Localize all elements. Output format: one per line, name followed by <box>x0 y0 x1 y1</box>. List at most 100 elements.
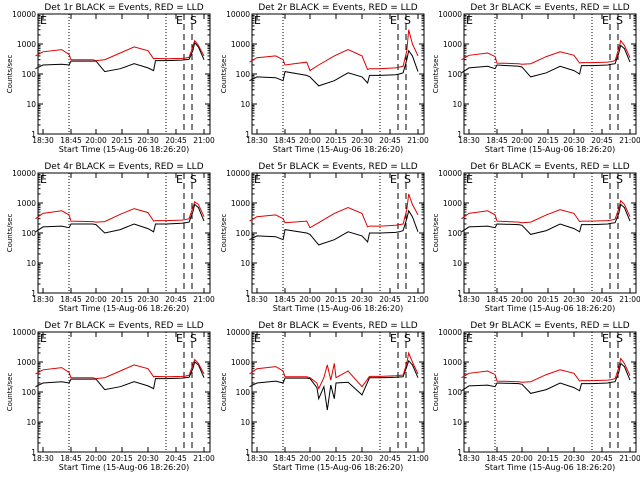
x-tick-label: 21:00 <box>407 136 429 145</box>
y-axis-label: Counts/sec <box>432 373 440 412</box>
x-tick-label: 20:00 <box>85 136 107 145</box>
x-tick-label: 20:30 <box>137 295 159 304</box>
event-marker-S: S <box>404 14 411 27</box>
events-series-line <box>249 49 419 87</box>
y-tick-label: 100 <box>236 388 251 397</box>
x-tick-label: 20:45 <box>591 295 613 304</box>
panel-title: Det 6r BLACK = Events, RED = LLD <box>470 162 629 172</box>
y-axis-label: Counts/sec <box>220 55 228 94</box>
x-axis-label: Start Time (15-Aug-06 18:26:20) <box>273 145 404 154</box>
x-tick-label: 18:30 <box>246 136 268 145</box>
panel-8: Det 8r BLACK = Events, RED = LLD 1 10 100 10… <box>220 321 429 472</box>
x-tick-label: 20:15 <box>537 454 559 463</box>
corner-marker: E <box>40 14 47 27</box>
x-axis-label: Start Time (15-Aug-06 18:26:20) <box>59 304 190 313</box>
x-tick-label: 18:45 <box>486 295 508 304</box>
event-marker-S: S <box>404 332 411 345</box>
events-series-line <box>35 361 205 391</box>
y-tick-label: 1 <box>31 130 36 139</box>
panel-1: Det 1r BLACK = Events, RED = LLD 1 10 100 10… <box>6 3 215 154</box>
y-axis-label: Counts/sec <box>6 373 14 412</box>
x-tick-label: 20:45 <box>591 454 613 463</box>
y-tick-label: 10 <box>240 418 250 427</box>
event-marker-S: S <box>190 332 197 345</box>
y-tick-label: 10 <box>452 100 462 109</box>
y-tick-label: 1 <box>457 130 462 139</box>
x-tick-label: 20:00 <box>85 454 107 463</box>
x-tick-label: 20:30 <box>137 454 159 463</box>
x-tick-label: 21:00 <box>619 295 640 304</box>
y-tick-label: 1000 <box>231 199 250 208</box>
x-tick-label: 18:30 <box>458 136 480 145</box>
x-tick-label: 20:30 <box>351 136 373 145</box>
x-axis-label: Start Time (15-Aug-06 18:26:20) <box>59 463 190 472</box>
panel-title: Det 8r BLACK = Events, RED = LLD <box>258 321 417 331</box>
x-tick-label: 18:30 <box>32 295 54 304</box>
panel-title: Det 7r BLACK = Events, RED = LLD <box>44 321 203 331</box>
x-tick-label: 18:45 <box>274 295 296 304</box>
panel-title: Det 3r BLACK = Events, RED = LLD <box>470 3 629 13</box>
x-tick-label: 20:30 <box>137 136 159 145</box>
panel-title: Det 9r BLACK = Events, RED = LLD <box>470 321 629 331</box>
event-marker-S: S <box>616 332 623 345</box>
x-axis-label: Start Time (15-Aug-06 18:26:20) <box>485 145 616 154</box>
lld-series-line <box>35 358 205 380</box>
x-axis-label: Start Time (15-Aug-06 18:26:20) <box>485 304 616 313</box>
y-tick-label: 100 <box>448 229 463 238</box>
x-tick-label: 20:30 <box>563 136 585 145</box>
y-tick-label: 1000 <box>443 40 462 49</box>
y-tick-label: 10000 <box>438 169 462 178</box>
x-tick-label: 20:30 <box>563 454 585 463</box>
y-tick-label: 1000 <box>443 358 462 367</box>
x-tick-label: 21:00 <box>193 454 215 463</box>
x-tick-label: 18:30 <box>458 454 480 463</box>
x-tick-label: 20:15 <box>111 454 133 463</box>
y-tick-label: 1 <box>245 289 250 298</box>
x-tick-label: 20:45 <box>379 295 401 304</box>
y-tick-label: 100 <box>448 70 463 79</box>
x-tick-label: 20:15 <box>325 454 347 463</box>
lld-series-line <box>249 193 419 229</box>
y-tick-label: 10 <box>26 100 36 109</box>
x-tick-label: 20:00 <box>299 295 321 304</box>
panel-title: Det 5r BLACK = Events, RED = LLD <box>258 162 417 172</box>
x-tick-label: 21:00 <box>193 136 215 145</box>
x-tick-label: 20:15 <box>537 295 559 304</box>
y-tick-label: 10000 <box>226 10 250 19</box>
y-tick-label: 10 <box>26 418 36 427</box>
y-tick-label: 10000 <box>12 328 36 337</box>
y-axis-label: Counts/sec <box>6 214 14 253</box>
y-tick-label: 1000 <box>443 199 462 208</box>
x-tick-label: 21:00 <box>619 136 640 145</box>
x-tick-label: 20:45 <box>379 454 401 463</box>
x-tick-label: 20:45 <box>165 295 187 304</box>
panel-6: Det 6r BLACK = Events, RED = LLD 1 10 100 10… <box>432 162 640 313</box>
panel-title: Det 2r BLACK = Events, RED = LLD <box>258 3 417 13</box>
y-axis-label: Counts/sec <box>220 214 228 253</box>
corner-marker: E <box>254 332 261 345</box>
x-tick-label: 20:30 <box>563 295 585 304</box>
x-tick-label: 20:45 <box>165 136 187 145</box>
y-tick-label: 10000 <box>226 328 250 337</box>
lld-series-line <box>461 39 631 65</box>
y-tick-label: 1000 <box>17 199 36 208</box>
y-tick-label: 1 <box>245 448 250 457</box>
panel-7: Det 7r BLACK = Events, RED = LLD 1 10 100 10… <box>6 321 215 472</box>
corner-marker: E <box>466 173 473 186</box>
corner-marker: E <box>254 173 261 186</box>
x-tick-label: 18:45 <box>486 136 508 145</box>
x-tick-label: 20:00 <box>85 295 107 304</box>
event-marker-S: S <box>190 173 197 186</box>
panel-9: Det 9r BLACK = Events, RED = LLD 1 10 100 10… <box>432 321 640 472</box>
events-series-line <box>249 359 419 411</box>
y-tick-label: 1000 <box>231 358 250 367</box>
x-tick-label: 20:45 <box>165 454 187 463</box>
event-marker-E: E <box>176 332 183 345</box>
panel-4: Det 4r BLACK = Events, RED = LLD 1 10 100 10… <box>6 162 215 313</box>
x-axis-label: Start Time (15-Aug-06 18:26:20) <box>485 463 616 472</box>
events-series-line <box>461 203 631 235</box>
y-tick-label: 100 <box>448 388 463 397</box>
x-axis-label: Start Time (15-Aug-06 18:26:20) <box>273 463 404 472</box>
y-tick-label: 10000 <box>438 10 462 19</box>
y-tick-label: 1 <box>31 448 36 457</box>
